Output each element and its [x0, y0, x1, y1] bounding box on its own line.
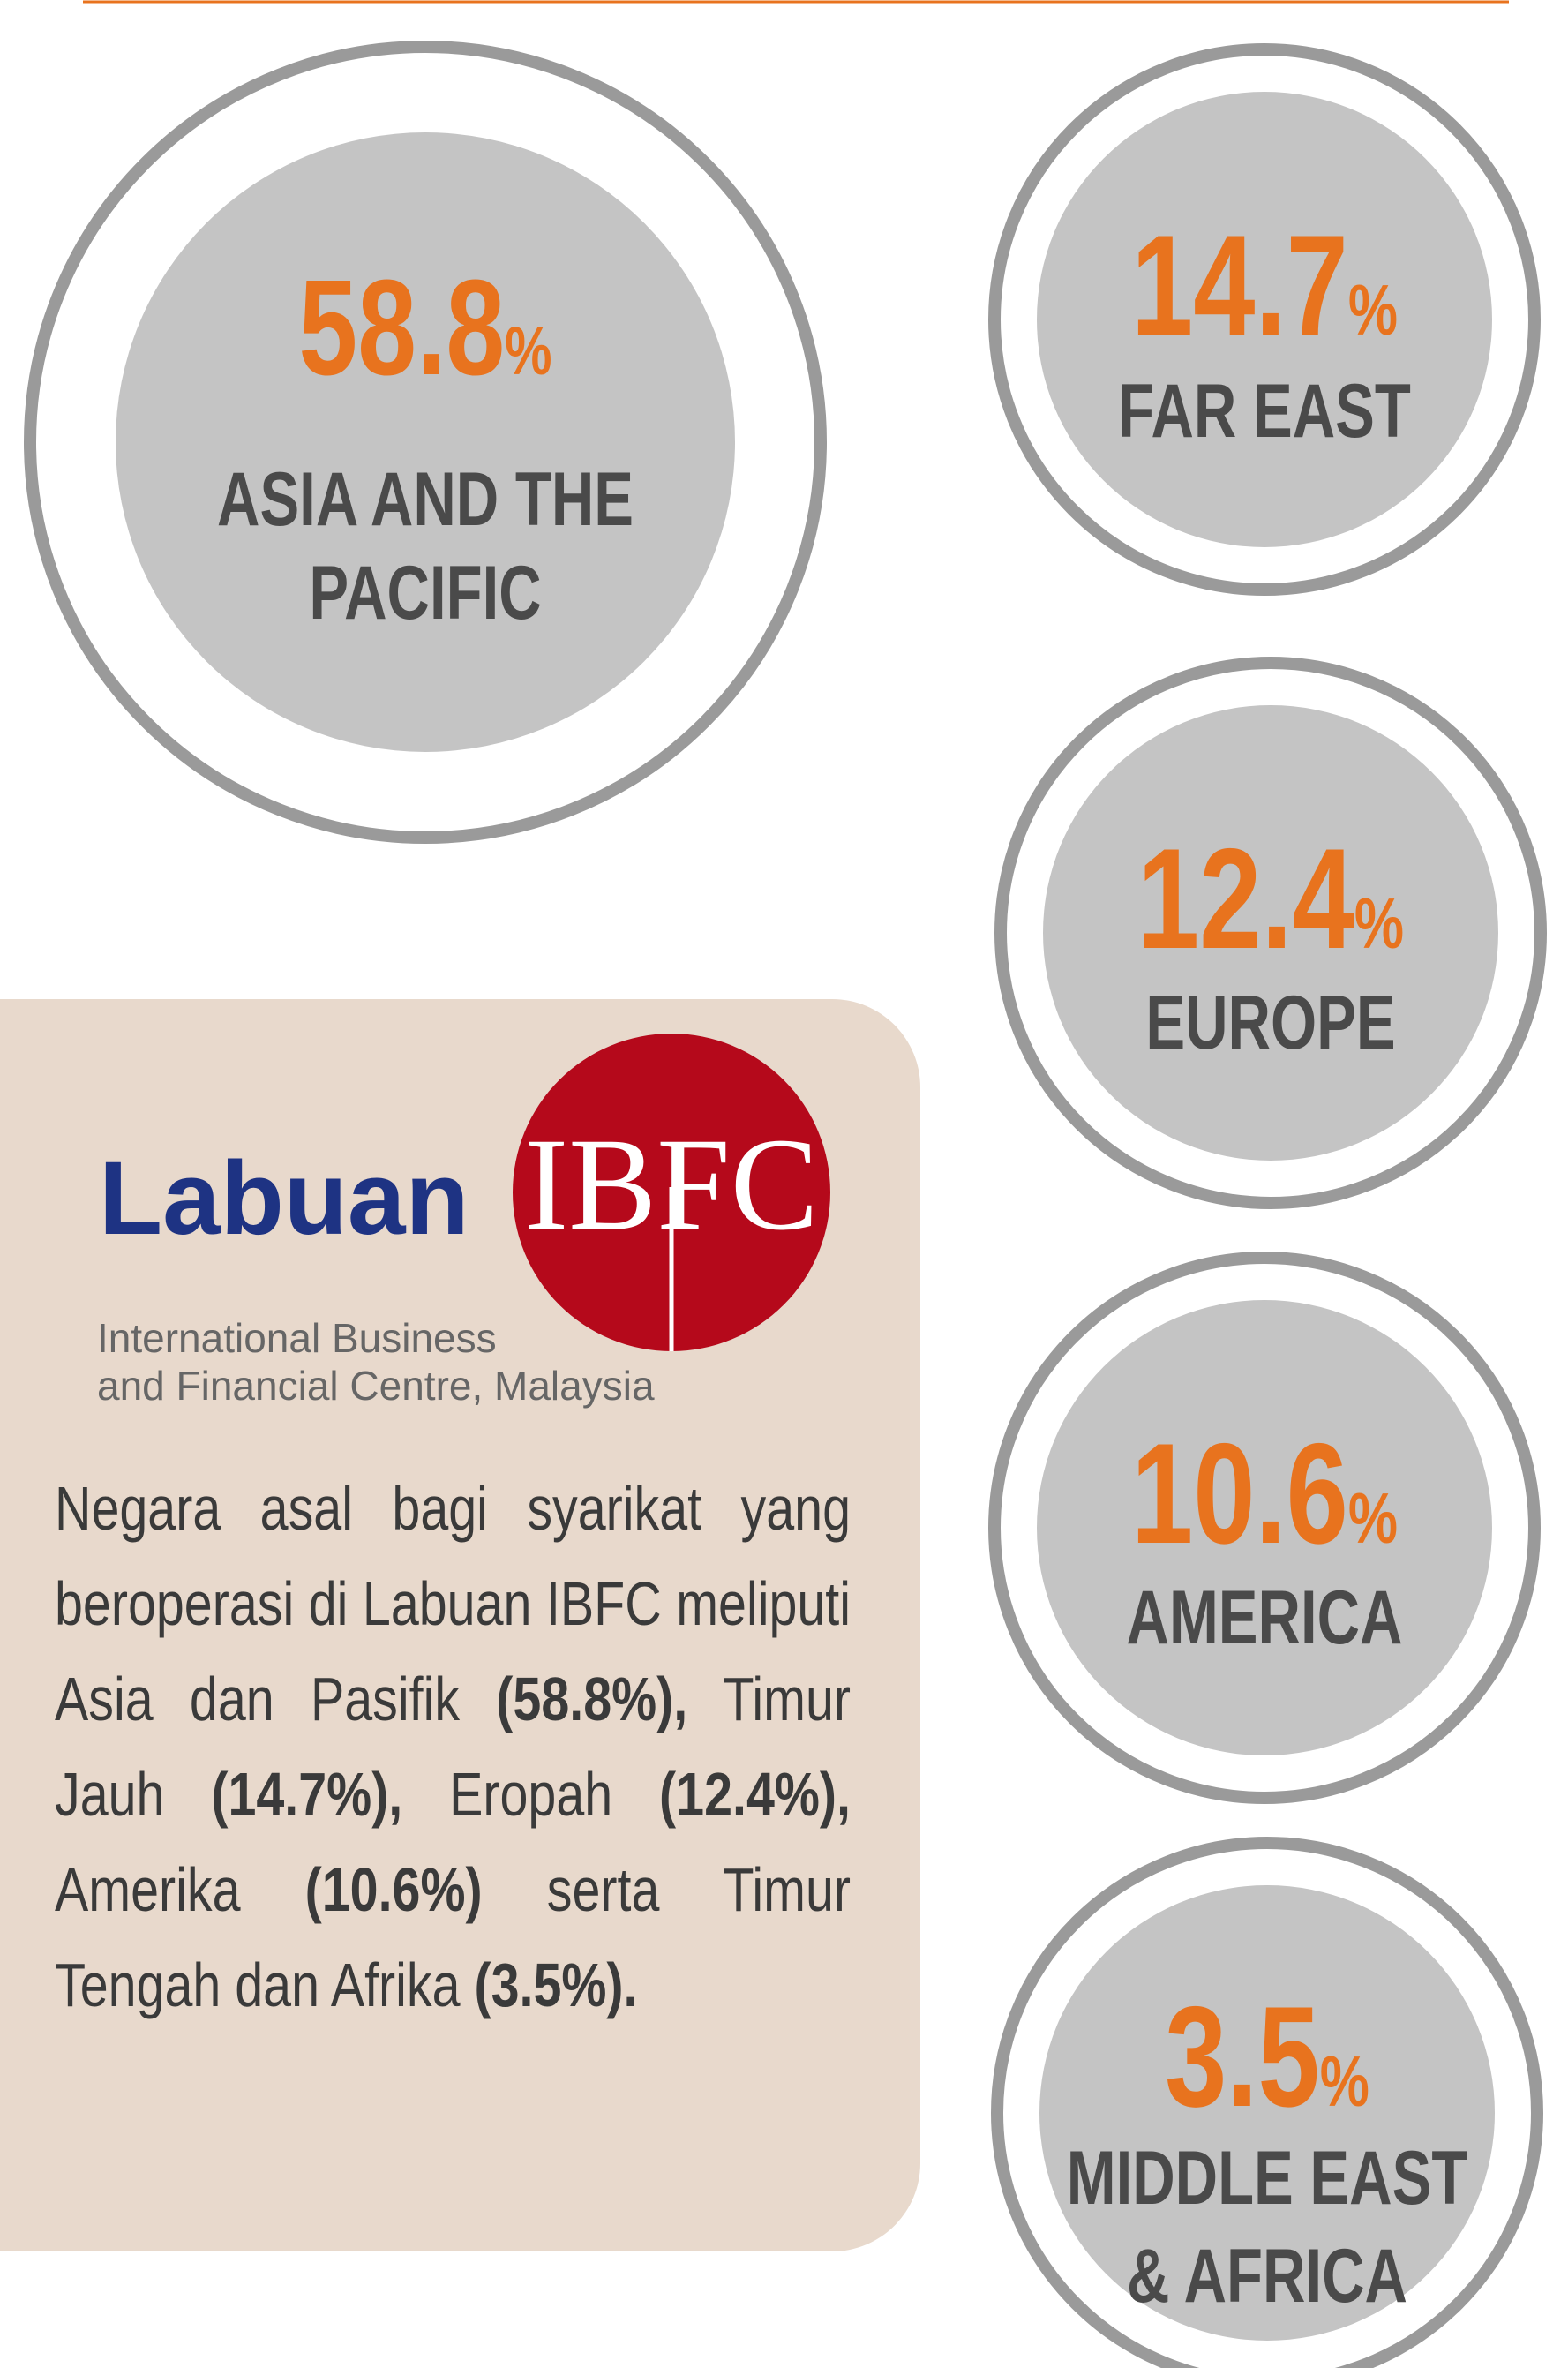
value-number: 10.6	[1131, 1413, 1348, 1574]
region-label: MIDDLE EAST	[1067, 2136, 1468, 2221]
region-text: 14.7%FAR EAST	[1118, 205, 1411, 454]
region-text: 12.4%EUROPE	[1137, 818, 1404, 1065]
value-number: 14.7	[1131, 205, 1348, 365]
value-number: 12.4	[1137, 818, 1354, 979]
region-value: 3.5%	[1165, 1976, 1369, 2137]
body-text: Eropah	[402, 1760, 660, 1829]
region-text: 58.8% ASIA AND THE PACIFIC	[217, 252, 634, 635]
figure-text: (58.8%),	[496, 1665, 688, 1733]
region-disc	[116, 132, 735, 752]
body-text: Amerika	[55, 1855, 305, 1924]
region-label: EUROPE	[1145, 981, 1395, 1065]
body-text: serta Timur Tengah dan Afrika	[55, 1855, 851, 2019]
region-value: 58.8%	[298, 252, 551, 404]
body-text: Negara asal bagi syarikat yang beroperas…	[55, 1474, 851, 1733]
region-text: 10.6%AMERICA	[1127, 1413, 1403, 1660]
logo-mark: IBFC	[524, 1111, 818, 1258]
region-label: & AFRICA	[1127, 2234, 1407, 2319]
value-unit: %	[1348, 271, 1398, 350]
region-label: FAR EAST	[1118, 369, 1411, 454]
region-label: PACIFIC	[309, 551, 541, 635]
logo-tagline: and Financial Centre, Malaysia	[97, 1363, 655, 1409]
value-unit: %	[1348, 1479, 1398, 1559]
region-disc	[1043, 705, 1498, 1161]
body-text: Timur Jauh	[55, 1665, 851, 1829]
value-unit: %	[505, 312, 551, 389]
region-disc	[1037, 1300, 1492, 1755]
value-number: 58.8	[298, 252, 505, 404]
region-text: 3.5%MIDDLE EAST& AFRICA	[1067, 1976, 1468, 2319]
region-value: 10.6%	[1131, 1413, 1398, 1574]
logo-name: Labuan	[99, 1140, 469, 1257]
region-label: AMERICA	[1127, 1575, 1403, 1660]
region-disc	[1039, 1885, 1495, 2341]
figure-text: (3.5%).	[474, 1951, 638, 2019]
logo-tagline: International Business	[97, 1315, 497, 1361]
description: Negara asal bagi syarikat yang beroperas…	[55, 1461, 851, 2033]
figure-text: (10.6%)	[304, 1855, 483, 1924]
region-value: 14.7%	[1131, 205, 1398, 365]
region-label: ASIA AND THE	[217, 457, 634, 542]
figure-text: (12.4%),	[659, 1760, 851, 1829]
region-disc	[1037, 92, 1492, 547]
region-value: 12.4%	[1137, 818, 1404, 979]
value-number: 3.5	[1165, 1976, 1320, 2137]
value-unit: %	[1354, 884, 1404, 964]
value-unit: %	[1320, 2042, 1369, 2122]
figure-text: (14.7%),	[211, 1760, 403, 1829]
